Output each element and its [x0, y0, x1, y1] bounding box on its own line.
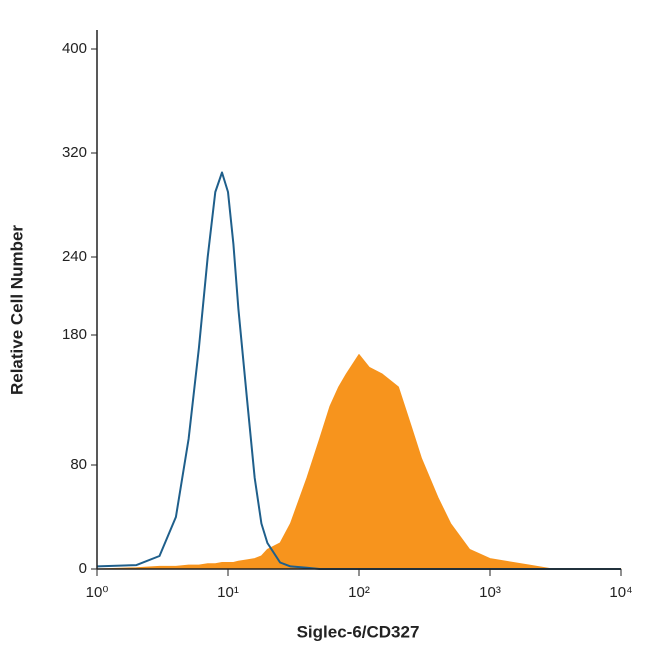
x-tick-label: 10³ — [479, 584, 501, 601]
x-tick-label: 10² — [348, 584, 370, 601]
x-tick-label: 10⁰ — [86, 584, 109, 601]
x-tick-label: 10¹ — [217, 584, 239, 601]
y-tick-label: 240 — [62, 248, 87, 265]
x-tick-label: 10⁴ — [609, 584, 632, 601]
y-tick-label: 80 — [70, 456, 87, 473]
x-axis-label: Siglec-6/CD327 — [297, 622, 420, 641]
y-tick-label: 400 — [62, 40, 87, 57]
y-tick-label: 0 — [79, 560, 87, 577]
histogram-area — [96, 354, 622, 570]
y-tick-label: 320 — [62, 144, 87, 161]
y-tick-label: 180 — [62, 326, 87, 343]
y-axis-label: Relative Cell Number — [7, 225, 26, 395]
